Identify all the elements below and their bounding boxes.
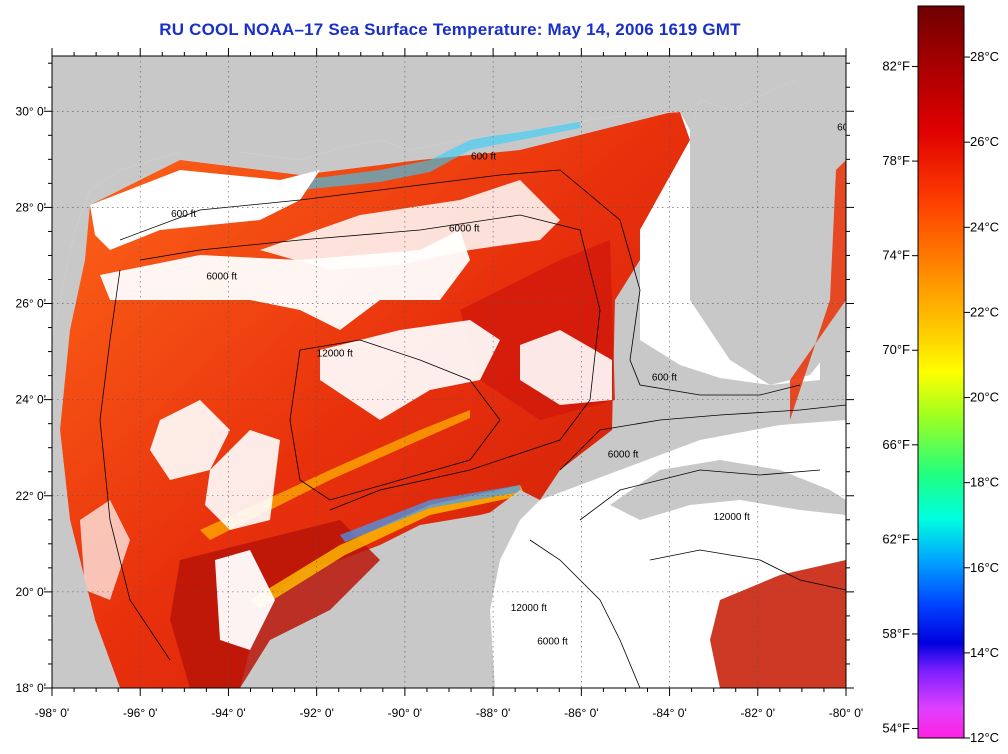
- longitude-axis: -98° 0' -96° 0' -94° 0' -92° 0' -90° 0' -88° …: [35, 48, 863, 720]
- lat-tick-label: 28° 0': [16, 200, 46, 214]
- lon-tick-label: -82° 0': [741, 706, 775, 720]
- contour-label: 6000 ft: [537, 637, 568, 648]
- colorbar-fahrenheit-label: 82°F: [882, 59, 910, 74]
- colorbar-celsius-label: 22°C: [970, 304, 999, 319]
- lat-tick-label: 24° 0': [16, 393, 46, 407]
- colorbar-fahrenheit-label: 74°F: [882, 248, 910, 263]
- colorbar-fahrenheit-label: 62°F: [882, 531, 910, 546]
- colorbar: 28°C 26°C 24°C 22°C 20°C 18°C 16°C 14°C 12°C 82°…: [882, 5, 999, 745]
- contour-labels: 600 ft 6000 ft 12000 ft 6000 ft 600 ft 600 ft…: [171, 122, 862, 648]
- colorbar-fahrenheit-label: 66°F: [882, 437, 910, 452]
- contour-label: 600 ft: [652, 372, 677, 383]
- mexico-land: [52, 340, 120, 688]
- map-title: RU COOL NOAA–17 Sea Surface Temperature:…: [159, 20, 741, 39]
- bathymetry-contours: [99, 169, 846, 688]
- colorbar-celsius-label: 18°C: [970, 475, 999, 490]
- lat-tick-label: 26° 0': [16, 297, 46, 311]
- lon-tick-label: -98° 0': [35, 706, 69, 720]
- yucatan-peninsula: [360, 490, 540, 688]
- lon-tick-label: -88° 0': [476, 706, 510, 720]
- contour-label: 600 ft: [837, 122, 862, 133]
- colorbar-fahrenheit-label: 58°F: [882, 626, 910, 641]
- colorbar-celsius-label: 16°C: [970, 560, 999, 575]
- lat-tick-label: 18° 0': [16, 681, 46, 695]
- colorbar-fahrenheit-label: 78°F: [882, 153, 910, 168]
- map-area: 600 ft 6000 ft 12000 ft 6000 ft 600 ft 600 ft…: [52, 56, 862, 688]
- lon-tick-label: -80° 0': [829, 706, 863, 720]
- lat-tick-label: 20° 0': [16, 585, 46, 599]
- colorbar-gradient: [917, 5, 965, 739]
- colorbar-celsius-label: 28°C: [970, 49, 999, 64]
- contour-label: 12000 ft: [714, 512, 750, 523]
- colorbar-fahrenheit-label: 54°F: [882, 721, 910, 736]
- lon-tick-label: -96° 0': [123, 706, 157, 720]
- colorbar-celsius-label: 12°C: [970, 730, 999, 745]
- lon-tick-label: -92° 0': [299, 706, 333, 720]
- lon-tick-label: -94° 0': [211, 706, 245, 720]
- colorbar-fahrenheit-label: 70°F: [882, 342, 910, 357]
- contour-label: 6000 ft: [608, 449, 639, 460]
- contour-label: 600 ft: [171, 209, 196, 220]
- colorbar-celsius-label: 20°C: [970, 390, 999, 405]
- lon-tick-label: -86° 0': [564, 706, 598, 720]
- colorbar-celsius-label: 14°C: [970, 645, 999, 660]
- lat-tick-label: 30° 0': [16, 104, 46, 118]
- colorbar-celsius-label: 24°C: [970, 219, 999, 234]
- contour-label: 6000 ft: [206, 271, 237, 282]
- contour-label: 12000 ft: [317, 348, 353, 359]
- lat-tick-label: 22° 0': [16, 489, 46, 503]
- lon-tick-label: -84° 0': [652, 706, 686, 720]
- contour-label: 600 ft: [471, 151, 496, 162]
- latitude-axis: 30° 0' 28° 0' 26° 0' 24° 0' 22° 0' 20° 0' 18° …: [16, 62, 854, 695]
- contour-label: 12000 ft: [511, 603, 547, 614]
- colorbar-celsius-label: 26°C: [970, 134, 999, 149]
- graticule: [52, 56, 846, 688]
- contour-label: 6000 ft: [449, 223, 480, 234]
- lon-tick-label: -90° 0': [388, 706, 422, 720]
